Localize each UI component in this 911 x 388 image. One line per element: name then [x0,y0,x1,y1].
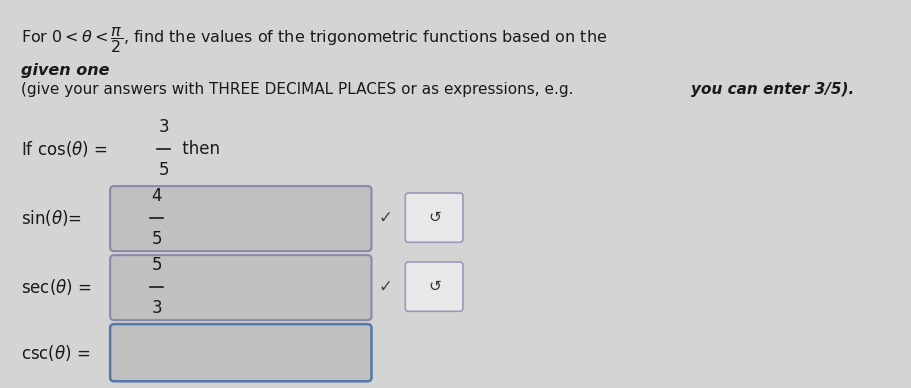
Text: For $0 < \theta < \dfrac{\pi}{2}$, find the values of the trigonometric function: For $0 < \theta < \dfrac{\pi}{2}$, find … [21,25,607,55]
Text: If cos($\theta$) =: If cos($\theta$) = [21,139,109,159]
FancyBboxPatch shape [110,186,372,251]
Text: sin($\theta$)=: sin($\theta$)= [21,208,82,228]
Text: given one: given one [21,63,109,78]
Text: $\circlearrowleft$: $\circlearrowleft$ [425,279,443,294]
Text: $\circlearrowleft$: $\circlearrowleft$ [425,210,443,225]
FancyBboxPatch shape [110,255,372,320]
FancyBboxPatch shape [405,193,463,242]
Text: 3: 3 [151,300,162,317]
Text: you can enter 3/5).: you can enter 3/5). [691,82,854,97]
Text: 5: 5 [151,256,162,274]
Text: 3: 3 [159,118,169,136]
Text: 5: 5 [159,161,169,180]
Text: (give your answers with THREE DECIMAL PLACES or as expressions, e.g.: (give your answers with THREE DECIMAL PL… [21,82,578,97]
FancyBboxPatch shape [110,324,372,381]
Text: csc($\theta$) =: csc($\theta$) = [21,343,90,363]
Text: 5: 5 [151,230,162,248]
Text: sec($\theta$) =: sec($\theta$) = [21,277,91,297]
Text: ✓: ✓ [378,209,393,227]
FancyBboxPatch shape [405,262,463,311]
Text: ✓: ✓ [378,278,393,296]
Text: 4: 4 [151,187,162,205]
Text: then: then [177,140,220,158]
